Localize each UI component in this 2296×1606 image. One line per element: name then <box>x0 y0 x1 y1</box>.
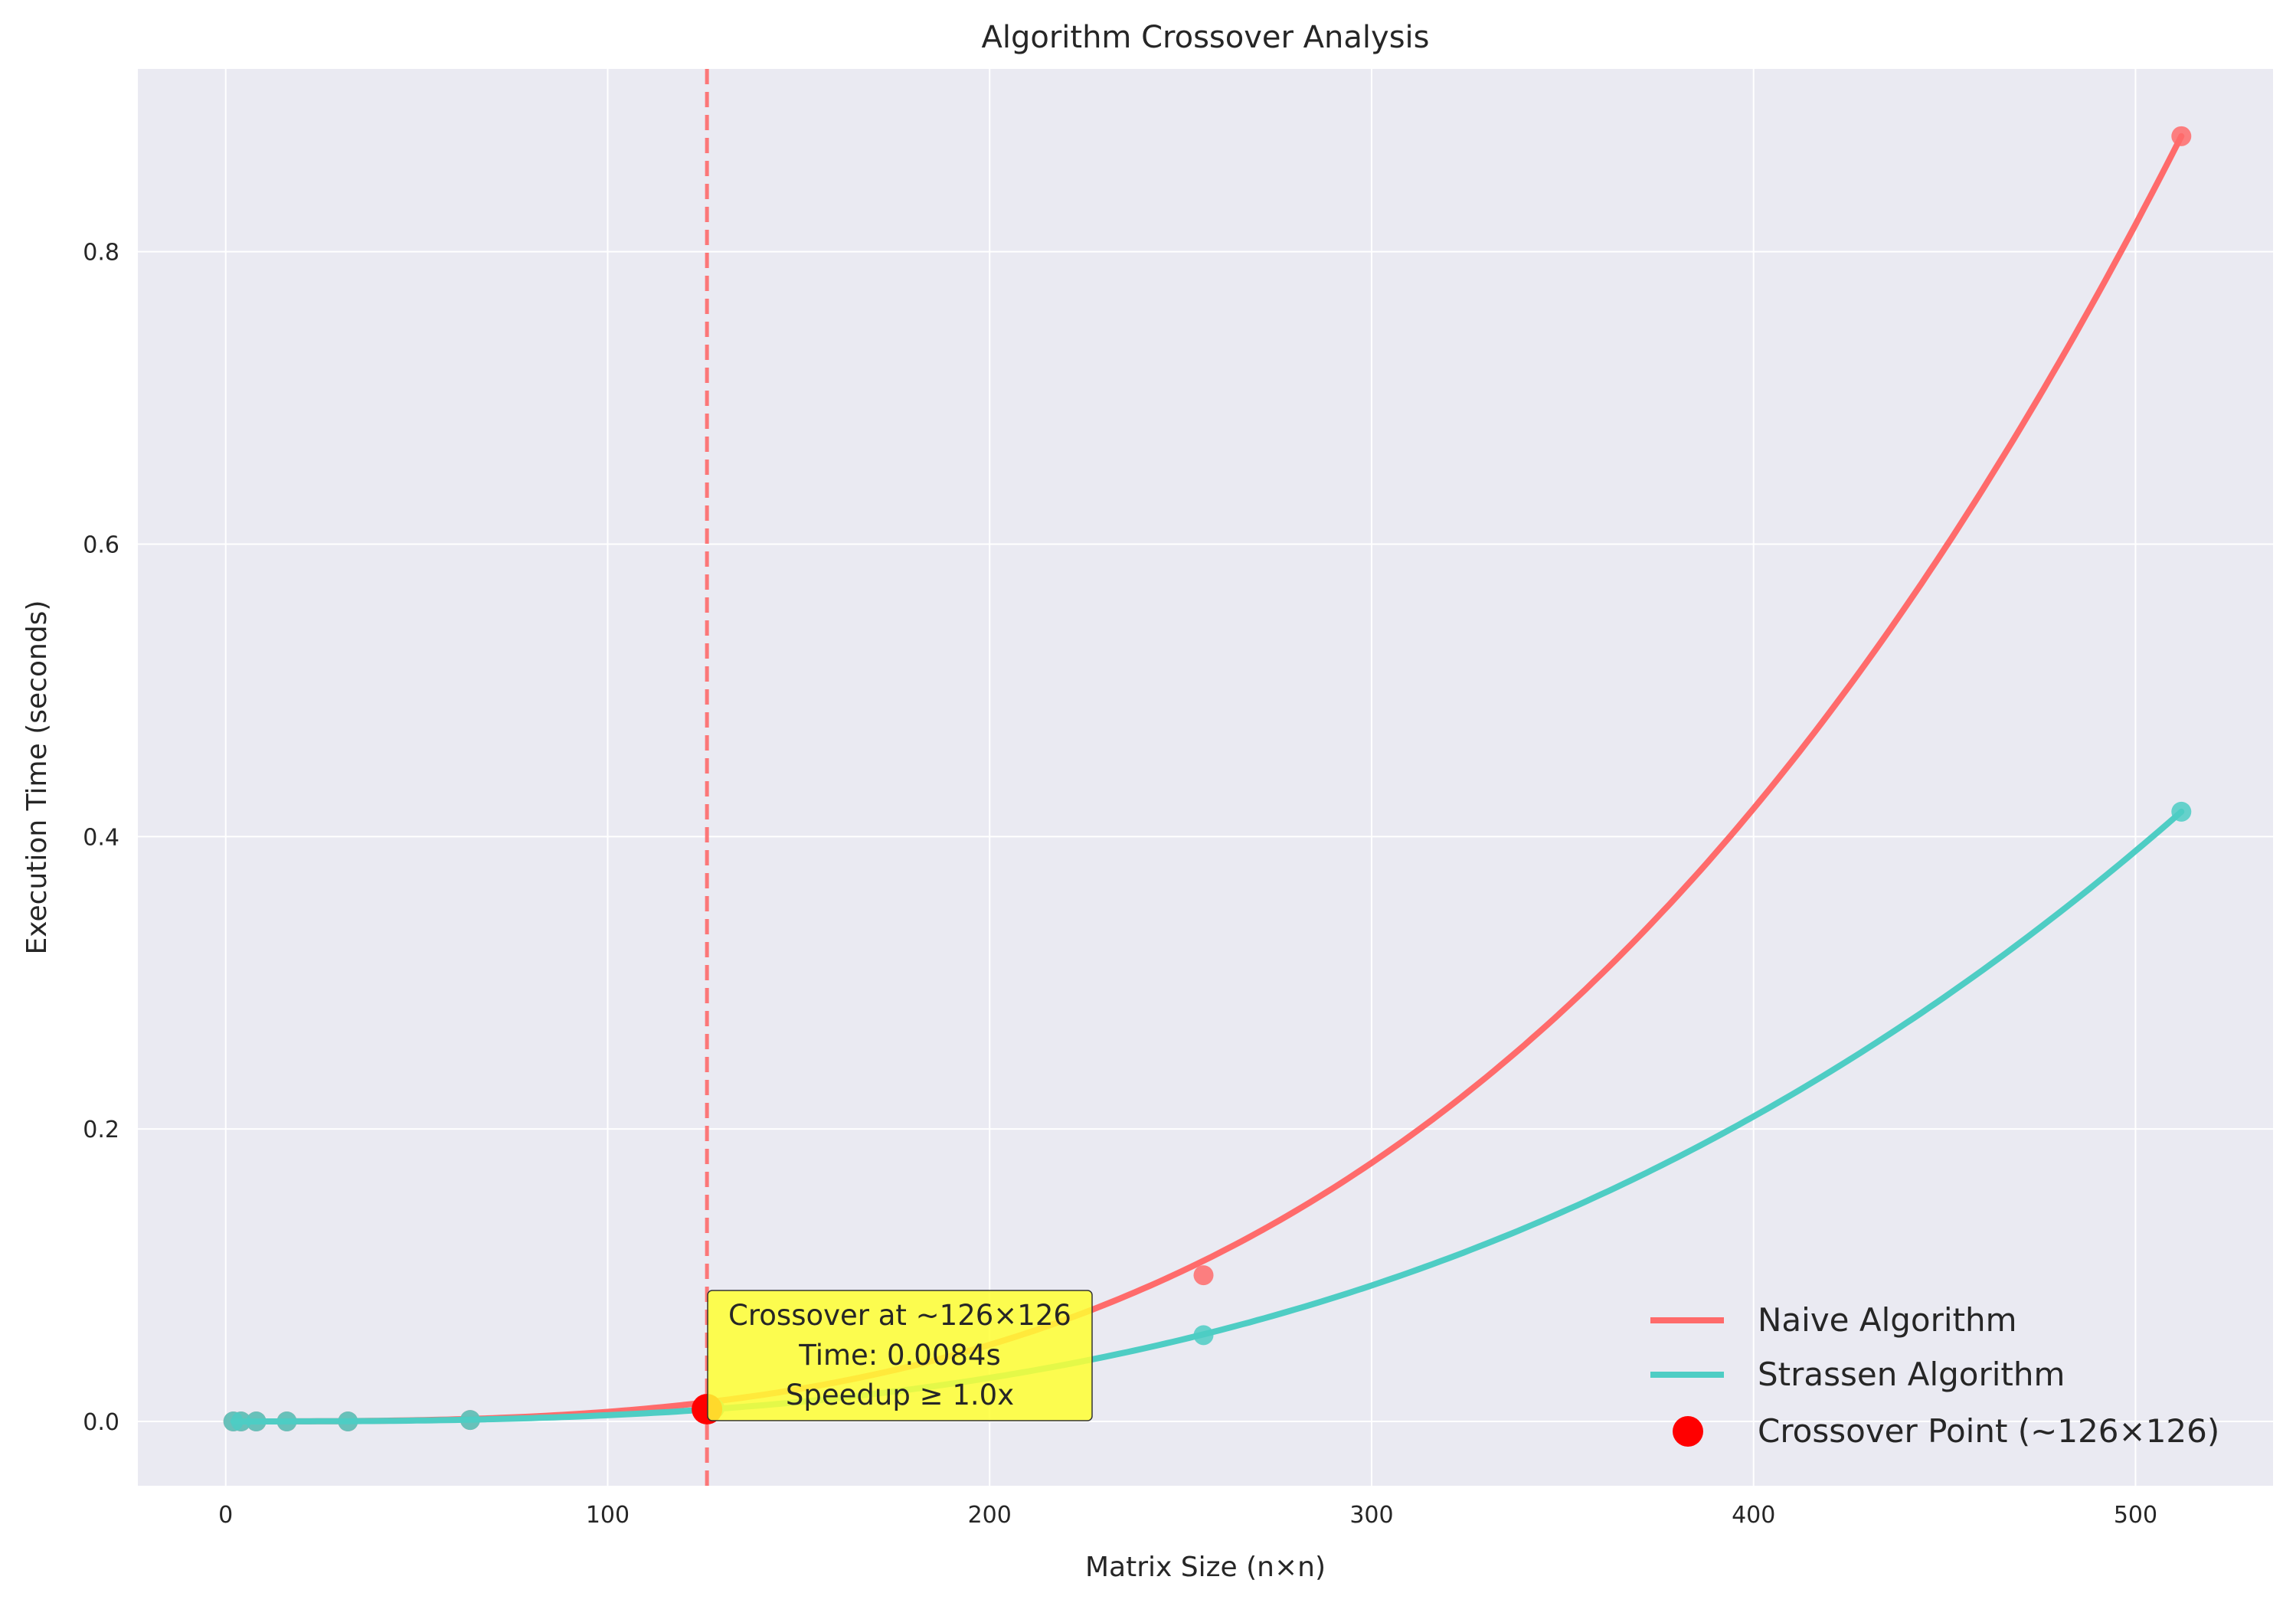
data-point-strassen <box>460 1410 480 1431</box>
x-tick-label: 500 <box>2114 1502 2157 1529</box>
legend-label-strassen: Strassen Algorithm <box>1758 1356 2065 1393</box>
data-point-naive <box>1193 1265 1214 1286</box>
annotation-line-2: Time: 0.0084s <box>798 1339 1001 1372</box>
data-point-strassen <box>1193 1325 1214 1346</box>
data-point-strassen <box>2171 801 2192 822</box>
y-tick-label: 0.0 <box>83 1409 119 1436</box>
x-tick-label: 200 <box>968 1502 1012 1529</box>
x-tick-label: 400 <box>1732 1502 1775 1529</box>
x-tick-label: 300 <box>1349 1502 1393 1529</box>
data-point-strassen <box>338 1411 358 1431</box>
data-point-strassen <box>276 1411 297 1431</box>
x-tick-label: 100 <box>586 1502 630 1529</box>
grid <box>138 69 2273 1486</box>
annotation-line-1: Crossover at ~126×126 <box>728 1299 1071 1332</box>
plot-area <box>138 69 2273 1486</box>
legend-marker-crossover <box>1673 1416 1703 1447</box>
data-point-strassen <box>231 1411 251 1431</box>
y-axis-label: Execution Time (seconds) <box>21 600 53 955</box>
y-tick-label: 0.8 <box>83 240 119 267</box>
y-tick-label: 0.2 <box>83 1117 119 1143</box>
y-tick-label: 0.4 <box>83 824 119 851</box>
chart-title: Algorithm Crossover Analysis <box>982 20 1430 55</box>
legend: Naive Algorithm Strassen Algorithm Cross… <box>1650 1301 2219 1450</box>
ticks: 0 100 200 300 400 500 0.0 0.2 0.4 0.6 0.8 <box>83 240 2157 1529</box>
legend-label-crossover: Crossover Point (~126×126) <box>1758 1412 2219 1450</box>
annotation-line-3: Speedup ≥ 1.0x <box>786 1379 1014 1411</box>
annotation-box <box>707 1290 1093 1421</box>
series-group <box>223 126 2192 1431</box>
data-point-strassen <box>246 1411 267 1431</box>
crossover-annotation: Crossover at ~126×126 Time: 0.0084s Spee… <box>707 1290 1093 1421</box>
data-point-naive <box>2171 126 2192 146</box>
x-axis-label: Matrix Size (n×n) <box>1085 1552 1326 1583</box>
x-tick-label: 0 <box>218 1502 233 1529</box>
y-tick-label: 0.6 <box>83 532 119 558</box>
legend-label-naive: Naive Algorithm <box>1758 1301 2017 1339</box>
